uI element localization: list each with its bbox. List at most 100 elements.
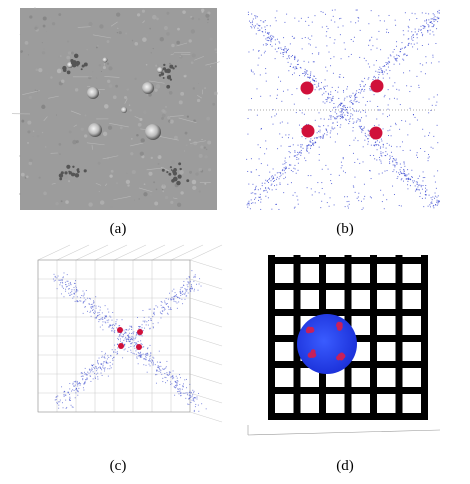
pit (66, 70, 71, 75)
pit (177, 174, 182, 179)
texture (192, 87, 196, 90)
point (160, 369, 162, 371)
point (340, 114, 342, 116)
point (56, 277, 58, 279)
point (82, 375, 84, 377)
point (320, 136, 322, 138)
point (128, 346, 130, 348)
point (187, 281, 189, 283)
texture (21, 119, 25, 123)
point (248, 20, 250, 22)
point (161, 310, 163, 312)
point (313, 142, 315, 144)
point (79, 382, 81, 384)
texture (116, 31, 119, 34)
point (104, 368, 106, 370)
point (110, 355, 112, 357)
point (165, 297, 167, 299)
point (389, 61, 391, 63)
point (99, 366, 101, 368)
grid-line (189, 373, 223, 385)
point (283, 37, 285, 39)
point (104, 305, 106, 307)
point (109, 326, 111, 328)
point (416, 18, 418, 20)
point (150, 318, 152, 320)
point (333, 204, 335, 206)
point (263, 190, 265, 192)
texture (161, 109, 165, 113)
point (334, 127, 336, 129)
point (419, 175, 421, 177)
point (309, 76, 311, 78)
point (109, 324, 111, 326)
point (395, 45, 397, 47)
point (136, 333, 138, 335)
point (131, 328, 133, 330)
point (59, 284, 61, 286)
point (424, 25, 426, 27)
point (378, 71, 380, 73)
point (152, 361, 154, 363)
point (256, 23, 258, 25)
point (358, 192, 360, 194)
point (287, 183, 289, 185)
point (174, 296, 176, 298)
texture (42, 24, 46, 28)
pit (162, 76, 165, 79)
point (157, 306, 159, 308)
point (349, 101, 351, 103)
point (340, 58, 342, 60)
point (255, 33, 257, 35)
point (322, 136, 324, 138)
point (384, 94, 386, 96)
point (177, 391, 179, 393)
point (255, 15, 257, 17)
point (298, 158, 300, 160)
point (299, 109, 301, 111)
point (61, 402, 63, 404)
point (423, 25, 425, 27)
point (168, 374, 170, 376)
point (354, 94, 356, 96)
scratch (149, 80, 165, 84)
point (300, 152, 302, 154)
point (318, 192, 320, 194)
point (366, 101, 368, 103)
grid-line (37, 244, 71, 261)
point (58, 404, 60, 406)
texture (161, 113, 166, 118)
point (75, 280, 77, 282)
point (390, 55, 392, 57)
point (131, 325, 133, 327)
point (107, 355, 109, 357)
point (369, 89, 371, 91)
point (324, 193, 326, 195)
point (119, 338, 121, 340)
point (334, 117, 336, 119)
point (267, 37, 269, 39)
texture (168, 90, 173, 95)
point (271, 175, 273, 177)
texture (157, 155, 160, 157)
point (420, 148, 422, 150)
point (169, 372, 171, 374)
texture (179, 55, 181, 57)
texture (121, 84, 123, 87)
point (162, 377, 164, 379)
point (264, 29, 266, 31)
scratch (172, 197, 178, 200)
point (136, 332, 138, 334)
point (356, 100, 358, 102)
scratch (138, 187, 153, 193)
point (334, 21, 336, 23)
point (287, 137, 289, 139)
point (411, 38, 413, 40)
point (141, 327, 143, 329)
point (149, 357, 151, 359)
point (356, 90, 358, 92)
texture (43, 191, 47, 196)
texture (185, 144, 188, 147)
pit (70, 172, 75, 177)
point (259, 29, 261, 31)
